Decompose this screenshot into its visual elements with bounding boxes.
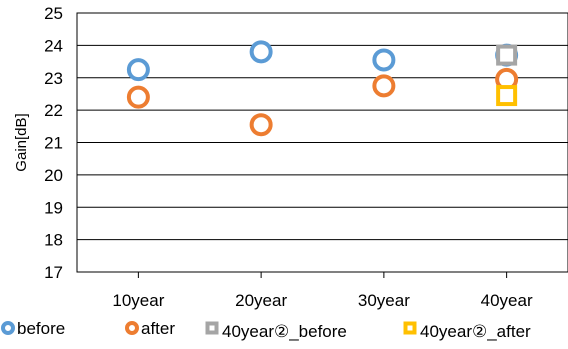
data-point-circle-10year	[126, 85, 150, 109]
legend-entry: 40year②_after	[403, 321, 531, 341]
legend-label: 40year②_before	[222, 322, 347, 341]
legend-label: 40year②_after	[420, 322, 531, 341]
legend-marker	[205, 321, 219, 335]
data-point-circle-30year	[372, 74, 396, 98]
x-tick-label-40year: 40year	[481, 291, 533, 310]
data-point-square-40year	[496, 44, 518, 66]
y-tick-label: 22	[44, 101, 63, 120]
x-tick-label-10year: 10year	[112, 291, 164, 310]
x-axis-ticks: 10year 20year 30year 40year	[112, 272, 533, 310]
legend-label: before	[17, 319, 65, 338]
y-tick-label: 19	[44, 198, 63, 217]
data-point-square-40year	[496, 85, 518, 107]
y-axis-title: Gain[dB]	[13, 113, 30, 171]
y-tick-label: 20	[44, 166, 63, 185]
y-tick-label: 21	[44, 134, 63, 153]
y-tick-label: 23	[44, 69, 63, 88]
legend-marker	[125, 321, 139, 335]
legend-entry: 40year②_before	[205, 321, 347, 341]
legend-entry: before	[1, 319, 65, 338]
y-tick-label: 17	[44, 263, 63, 282]
y-tick-label: 25	[44, 4, 63, 23]
data-markers	[126, 40, 519, 137]
x-tick-label-30year: 30year	[358, 291, 410, 310]
data-point-circle-20year	[249, 113, 273, 137]
gridlines	[77, 44, 568, 241]
data-point-circle-20year	[249, 40, 273, 64]
legend: before after 40year②_before 40year②_after	[1, 319, 531, 341]
y-axis-ticks: 17 18 19 20 21 22 23 24 25	[44, 4, 63, 282]
y-tick-label: 24	[44, 36, 63, 55]
y-tick-label: 18	[44, 231, 63, 250]
data-point-circle-10year	[126, 58, 150, 82]
legend-marker	[1, 321, 15, 335]
data-point-circle-30year	[372, 48, 396, 72]
plot-area-frame	[76, 12, 568, 273]
legend-label: after	[141, 319, 175, 338]
legend-entry: after	[125, 319, 175, 338]
legend-marker	[403, 321, 417, 335]
x-tick-label-20year: 20year	[235, 291, 287, 310]
